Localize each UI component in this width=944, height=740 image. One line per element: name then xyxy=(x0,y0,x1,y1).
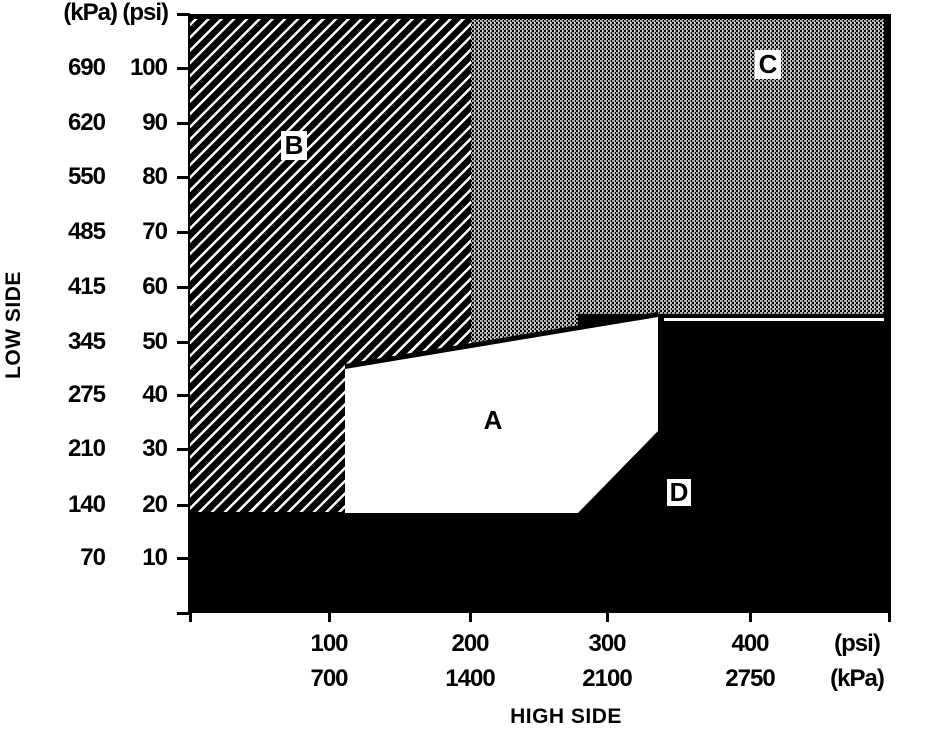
y-tick-mark xyxy=(177,504,190,507)
region-b-label: B xyxy=(281,131,307,160)
y-tick-label-psi: 10 xyxy=(142,544,168,571)
plot-top-border xyxy=(190,14,891,19)
y-tick-mark xyxy=(177,67,190,70)
plot-right-border xyxy=(884,14,891,613)
y-tick-label-kpa: 345 xyxy=(67,328,106,355)
region-c-bottom-separator xyxy=(664,318,884,321)
x-tick-label-psi: 100 xyxy=(310,630,348,657)
x-axis-unit-kpa: (kPa) xyxy=(830,665,885,692)
y-tick-label-kpa: 70 xyxy=(80,544,106,571)
y-tick-mark xyxy=(177,448,190,451)
y-tick-label-psi: 20 xyxy=(142,491,168,518)
y-tick-label-psi: 80 xyxy=(142,163,168,190)
y-tick-label-psi: 30 xyxy=(142,435,168,462)
x-tick-label-psi: 200 xyxy=(451,630,489,657)
x-tick-label-kpa: 700 xyxy=(310,665,348,692)
y-tick-label-kpa: 210 xyxy=(67,435,106,462)
x-tick-label-psi: 300 xyxy=(588,630,626,657)
y-tick-label-psi: 90 xyxy=(142,109,168,136)
x-tick-label-kpa: 2100 xyxy=(582,665,632,692)
y-tick-mark xyxy=(177,176,190,179)
y-axis-end-tick xyxy=(177,13,190,16)
x-tick-mark xyxy=(469,613,472,622)
x-axis-end-tick xyxy=(189,613,192,622)
y-tick-label-psi: 50 xyxy=(142,328,168,355)
y-tick-label-psi: 100 xyxy=(129,54,168,81)
region-c-stipple-area xyxy=(471,14,891,347)
y-tick-mark xyxy=(177,341,190,344)
x-tick-label-psi: 400 xyxy=(731,630,769,657)
y-axis-title: LOW SIDE xyxy=(2,271,25,379)
x-tick-mark xyxy=(749,613,752,622)
plot-area: B C A D xyxy=(190,14,891,613)
region-d-bottom-band xyxy=(190,512,891,613)
y-tick-label-kpa: 620 xyxy=(67,109,106,136)
y-tick-mark xyxy=(177,557,190,560)
x-tick-label-kpa: 1400 xyxy=(445,665,495,692)
region-d-label: D xyxy=(667,478,691,507)
y-tick-label-kpa: 485 xyxy=(67,218,106,245)
y-axis-unit-kpa: (kPa) xyxy=(63,0,118,26)
y-tick-label-kpa: 275 xyxy=(67,381,106,408)
y-tick-label-kpa: 415 xyxy=(67,273,106,300)
y-tick-label-psi: 60 xyxy=(142,273,168,300)
x-tick-label-kpa: 2750 xyxy=(725,665,775,692)
y-axis-end-tick xyxy=(177,612,190,615)
x-axis-title: HIGH SIDE xyxy=(510,705,622,728)
y-tick-label-kpa: 690 xyxy=(67,54,106,81)
x-tick-mark xyxy=(606,613,609,622)
y-tick-mark xyxy=(177,231,190,234)
y-axis-unit-psi: (psi) xyxy=(122,0,169,26)
y-tick-label-psi: 40 xyxy=(142,381,168,408)
y-tick-mark xyxy=(177,394,190,397)
region-c-label: C xyxy=(755,50,781,79)
region-a-label: A xyxy=(483,405,503,435)
y-tick-label-kpa: 550 xyxy=(67,163,106,190)
y-tick-mark xyxy=(177,122,190,125)
y-tick-label-psi: 70 xyxy=(142,218,168,245)
y-tick-mark xyxy=(177,286,190,289)
y-axis-line xyxy=(188,14,190,613)
x-axis-end-tick xyxy=(888,613,891,622)
y-tick-label-kpa: 140 xyxy=(67,491,106,518)
x-axis-unit-psi: (psi) xyxy=(834,630,881,657)
x-tick-mark xyxy=(328,613,331,622)
